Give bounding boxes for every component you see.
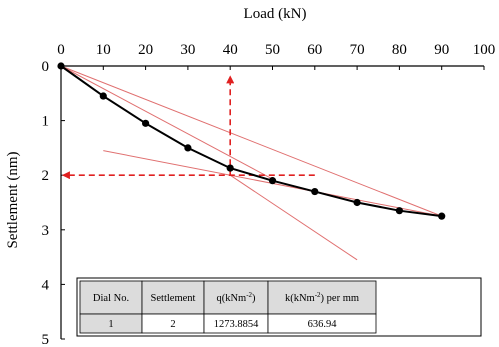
y-tick-label: 2 xyxy=(42,168,50,184)
y-axis-title: Settlement (nm) xyxy=(5,151,21,248)
data-point xyxy=(353,198,361,207)
table-header-q: q(kNm-2) xyxy=(216,291,256,304)
table-cell-settlement: 2 xyxy=(170,319,175,330)
data-point xyxy=(184,144,192,152)
y-tick-label: 5 xyxy=(42,332,50,347)
y-tick-label: 4 xyxy=(42,277,50,293)
x-tick-label: 50 xyxy=(265,42,280,58)
data-point xyxy=(268,177,277,185)
table-header-q-main: q(kNm xyxy=(216,293,246,304)
table-header-cell-q xyxy=(203,280,269,315)
data-point xyxy=(395,207,403,215)
fitted-line xyxy=(229,174,358,261)
x-tick-label: 30 xyxy=(180,42,195,58)
table-cell-dial: 1 xyxy=(108,319,113,330)
fitted-line xyxy=(60,65,273,180)
table-header-k: k(kNm-2) per mm xyxy=(285,291,359,304)
table-header-settlement: Settlement xyxy=(151,293,196,304)
table-header-k-sup: -2 xyxy=(315,291,321,299)
data-point xyxy=(438,212,446,220)
x-tick-label: 0 xyxy=(57,42,65,58)
data-point xyxy=(311,187,319,196)
data-point xyxy=(57,62,65,70)
table-cell-q: 1273.8854 xyxy=(214,319,259,330)
series-line xyxy=(60,65,442,218)
y-tick-label: 1 xyxy=(42,114,50,130)
guide-arrows xyxy=(61,75,315,180)
fitted-line xyxy=(60,65,442,217)
data-point xyxy=(99,92,107,100)
x-tick-label: 90 xyxy=(434,42,449,58)
x-tick-label: 20 xyxy=(138,42,153,58)
table-header-dial: Dial No. xyxy=(93,293,129,304)
x-axis-title: Load (kN) xyxy=(244,6,307,22)
x-tick-label: 80 xyxy=(392,42,407,58)
data-point xyxy=(226,164,234,172)
table-header-q-tail: ) xyxy=(252,293,256,304)
data-series xyxy=(57,62,446,220)
y-tick-label: 3 xyxy=(42,223,50,239)
y-tick-label: 0 xyxy=(42,59,50,75)
x-tick-label: 70 xyxy=(350,42,365,58)
x-tick-label: 10 xyxy=(96,42,111,58)
table-cell-k: 636.94 xyxy=(308,319,338,330)
table-header-k-tail: ) per mm xyxy=(321,293,360,304)
x-tick-label: 40 xyxy=(223,42,238,58)
results-table: Dial No. Settlement q(kNm-2) k(kNm-2) pe… xyxy=(76,277,482,337)
table-header-cell-dial xyxy=(79,280,143,315)
table-header-cell-settlement xyxy=(141,280,205,315)
axis-ticks: 0 10 20 30 40 50 60 70 80 90 100 0 1 2 3 4 5 xyxy=(42,42,496,347)
fitted-lines xyxy=(60,65,442,261)
x-tick-label: 60 xyxy=(307,42,322,58)
table-row-cell-k xyxy=(267,313,377,334)
table-header-k-main: k(kNm xyxy=(285,293,315,304)
table-header-q-sup: -2 xyxy=(246,291,252,299)
table-header-cell-k xyxy=(267,280,377,315)
data-point xyxy=(142,119,150,127)
x-tick-label: 100 xyxy=(473,42,496,58)
